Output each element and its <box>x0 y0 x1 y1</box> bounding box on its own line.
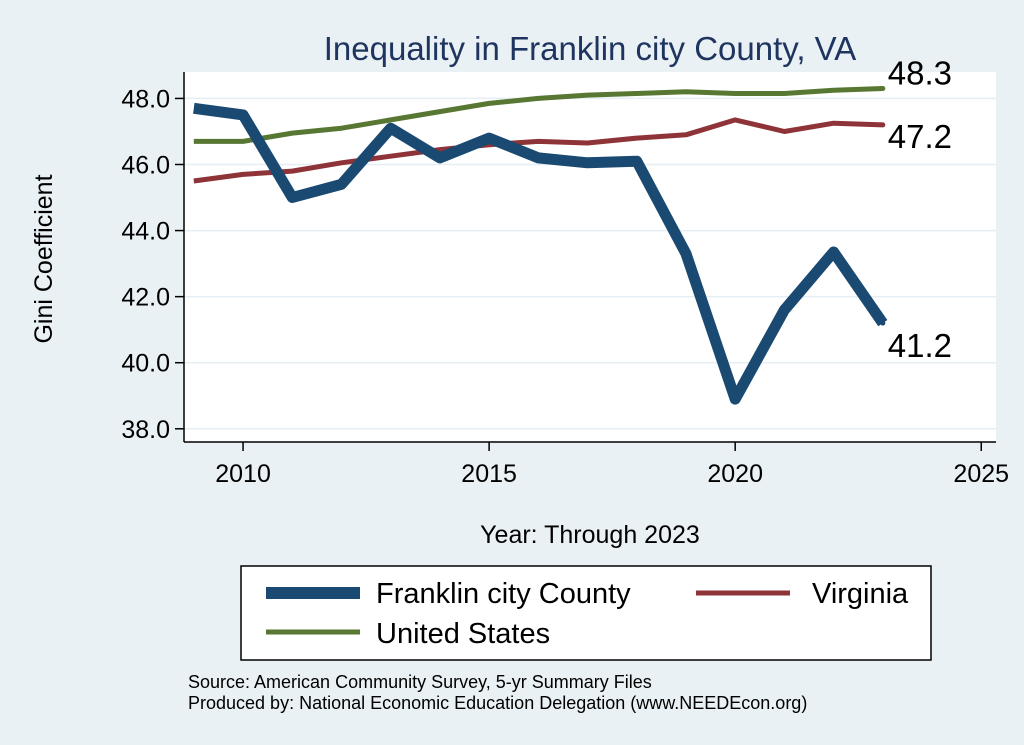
y-axis-title: Gini Coefficient <box>30 174 58 343</box>
x-ticks: 2010 2015 2020 2025 <box>215 442 1009 488</box>
series-end-point-united-states <box>880 86 886 92</box>
axes <box>183 72 996 443</box>
series-line-united-states <box>193 86 883 144</box>
source-note: Source: American Community Survey, 5-yr … <box>188 672 652 692</box>
end-label-franklin-city-county: 41.2 <box>888 327 952 364</box>
series-end-point-franklin-city-county <box>880 320 886 326</box>
x-tick-label: 2015 <box>461 460 517 488</box>
series-line-franklin-city-county <box>193 102 888 405</box>
series-lines <box>193 86 888 405</box>
legend-label-franklin: Franklin city County <box>376 578 631 610</box>
plot-area <box>184 72 996 442</box>
y-tick-label: 40.0 <box>121 350 170 378</box>
legend-label-united-states: United States <box>376 618 550 650</box>
end-labels: 41.2 47.2 48.3 <box>888 55 952 365</box>
y-tick-label: 38.0 <box>121 416 170 444</box>
y-tick-label: 42.0 <box>121 284 170 312</box>
chart-title: Inequality in Franklin city County, VA <box>324 30 857 67</box>
y-tick-label: 44.0 <box>121 218 170 246</box>
series-end-point-virginia <box>880 122 886 128</box>
series-line-virginia <box>193 117 883 184</box>
y-ticks: 38.0 40.0 42.0 44.0 46.0 48.0 <box>121 85 184 444</box>
produced-by-note: Produced by: National Economic Education… <box>188 693 807 713</box>
y-tick-label: 48.0 <box>121 85 170 113</box>
end-label-virginia: 47.2 <box>888 118 952 155</box>
x-axis-title: Year: Through 2023 <box>480 521 700 549</box>
end-label-united-states: 48.3 <box>888 55 952 92</box>
y-tick-label: 46.0 <box>121 152 170 180</box>
x-tick-label: 2020 <box>707 460 763 488</box>
x-tick-label: 2025 <box>953 460 1009 488</box>
x-tick-label: 2010 <box>215 460 271 488</box>
legend-box <box>240 565 932 661</box>
legend-label-virginia: Virginia <box>812 578 909 610</box>
legend: Franklin city County Virginia United Sta… <box>240 565 932 661</box>
